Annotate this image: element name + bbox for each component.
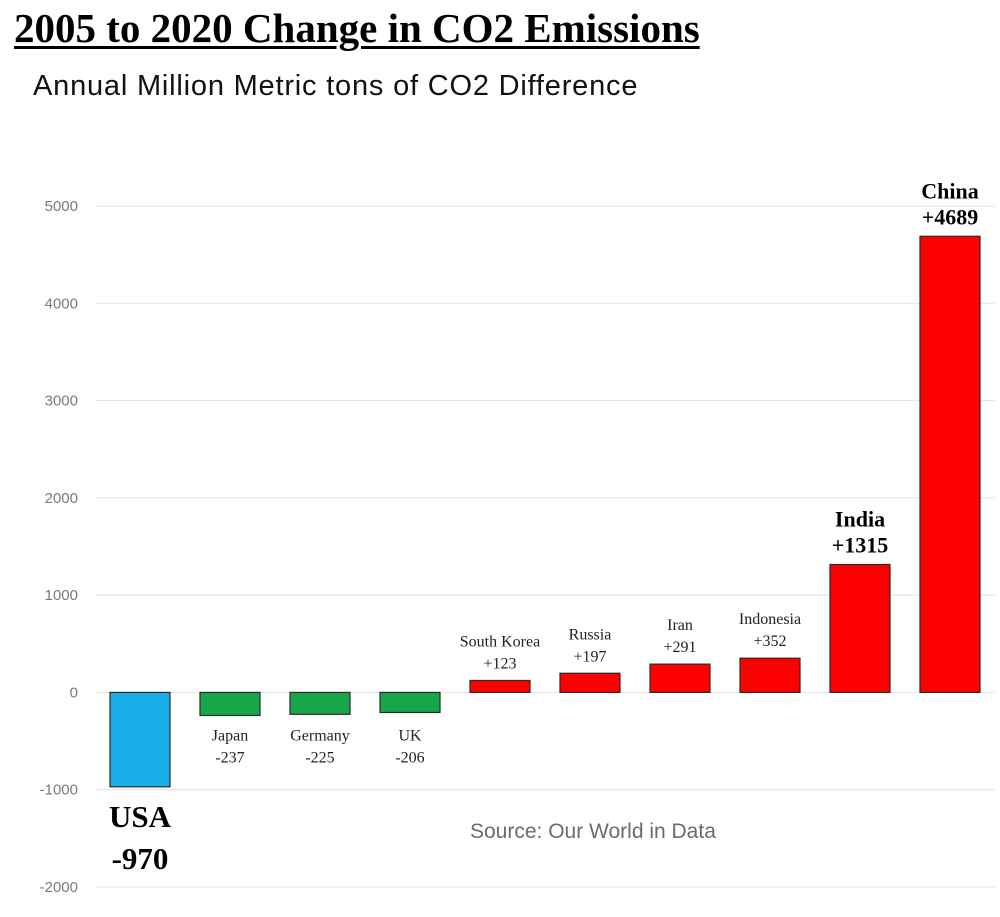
y-tick-label: -1000 (40, 782, 78, 799)
value-label: +197 (573, 648, 606, 665)
y-tick-label: -2000 (40, 879, 78, 896)
category-label: Russia (569, 626, 612, 643)
y-tick-label: 1000 (45, 587, 78, 604)
y-tick-label: 0 (70, 684, 78, 701)
source-note: Source: Our World in Data (470, 820, 716, 843)
category-label: UK (398, 727, 422, 744)
category-label: India (835, 506, 885, 531)
value-label: +1315 (832, 532, 889, 557)
y-tick-label: 5000 (45, 198, 78, 215)
bar-usa (109, 691, 171, 788)
y-tick-label: 2000 (45, 490, 78, 507)
category-label: USA (109, 799, 172, 834)
category-label: China (921, 178, 978, 203)
y-axis-ticks: -2000 -1000 0 1000 2000 3000 4000 5000 (40, 198, 78, 896)
value-label: +4689 (922, 204, 979, 229)
bar-japan (199, 691, 261, 717)
chart-title: 2005 to 2020 Change in CO2 Emissions (14, 5, 700, 51)
bar-labels: USA -970 Japan -237 Germany -225 UK -206 South K… (109, 178, 979, 876)
y-tick-label: 3000 (45, 393, 78, 410)
bar-china (919, 235, 981, 694)
value-label: -970 (112, 841, 169, 876)
value-label: +352 (753, 633, 786, 650)
category-label: Japan (212, 727, 248, 744)
bar-russia (559, 672, 621, 694)
category-label: Indonesia (739, 611, 801, 628)
chart-subtitle: Annual Million Metric tons of CO2 Differ… (33, 70, 639, 102)
bar-germany (289, 691, 351, 715)
value-label: -225 (305, 749, 334, 766)
bars (109, 235, 981, 788)
value-label: +123 (483, 655, 516, 672)
category-label: Germany (290, 727, 350, 744)
bar-iran (649, 663, 711, 694)
bar-uk (379, 691, 441, 714)
value-label: -206 (395, 749, 424, 766)
bar-indonesia (739, 657, 801, 694)
bar-india (829, 563, 891, 694)
category-label: South Korea (460, 633, 540, 650)
value-label: -237 (215, 749, 244, 766)
category-label: Iran (667, 617, 693, 634)
bar-south-korea (469, 679, 531, 694)
y-tick-label: 4000 (45, 295, 78, 312)
value-label: +291 (663, 639, 696, 656)
